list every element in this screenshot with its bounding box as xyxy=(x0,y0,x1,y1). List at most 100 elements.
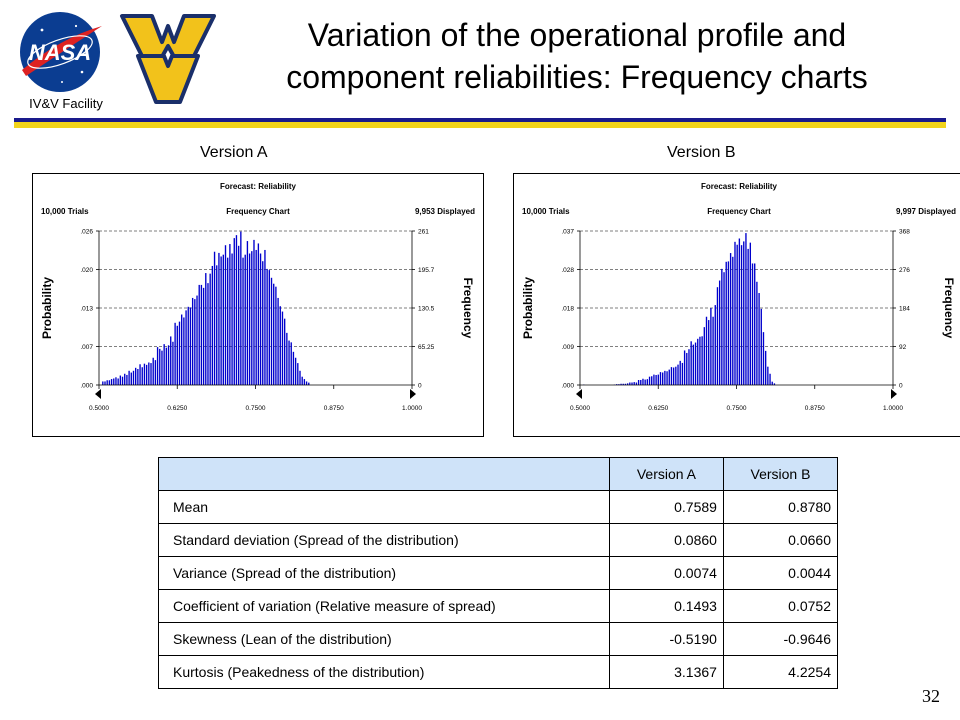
histogram-bar xyxy=(712,316,714,385)
histogram-bar xyxy=(139,364,141,385)
chart-trials-label: 10,000 Trials xyxy=(522,207,570,216)
y-tick-label: .028 xyxy=(561,267,574,274)
histogram-bar xyxy=(299,370,301,385)
y-tick-label: .007 xyxy=(80,344,93,351)
histogram-bar xyxy=(657,374,659,385)
histogram-bar xyxy=(703,327,705,385)
histogram-bar xyxy=(686,352,688,385)
histogram-bar xyxy=(622,383,624,385)
range-marker-right xyxy=(891,389,897,399)
y2-axis-label: Frequency xyxy=(461,278,475,339)
x-tick-label: 0.5000 xyxy=(89,405,109,412)
histogram-bar xyxy=(679,360,681,385)
histogram-bar xyxy=(200,284,203,385)
histogram-bar xyxy=(756,281,758,385)
histogram-bar xyxy=(681,362,684,385)
histogram-bar xyxy=(732,256,734,385)
x-tick-label: 0.7500 xyxy=(727,405,747,412)
row-label: Kurtosis (Peakedness of the distribution… xyxy=(158,655,610,689)
histogram-bar xyxy=(275,286,277,385)
histogram-bar xyxy=(710,308,712,385)
chart-forecast-label: Forecast: Reliability xyxy=(701,182,778,191)
histogram-bar xyxy=(705,316,708,385)
x-tick-label: 0.8750 xyxy=(805,405,825,412)
histogram-bar xyxy=(172,341,174,385)
table-header-version-a: Version A xyxy=(608,457,724,491)
histogram-bar xyxy=(290,342,292,385)
histogram-bar xyxy=(740,245,743,385)
y-axis-label: Probability xyxy=(40,277,54,339)
slide-title: Variation of the operational profile and… xyxy=(232,14,922,98)
histogram-bar xyxy=(237,245,240,385)
histogram-bar xyxy=(692,344,695,385)
histogram-bar xyxy=(209,273,211,385)
histogram-bar xyxy=(134,367,137,385)
histogram-bar xyxy=(270,277,273,385)
histogram-bar xyxy=(640,380,642,385)
histogram-bar xyxy=(620,383,622,385)
chart-version-b: Forecast: Reliability 10,000 Trials Freque… xyxy=(513,173,960,437)
histogram-bar xyxy=(106,380,108,385)
histogram-bar xyxy=(268,270,271,385)
histogram-bar xyxy=(194,299,196,385)
histogram-bar xyxy=(176,325,178,385)
histogram-bar xyxy=(213,251,216,385)
y2-tick-label: 276 xyxy=(899,267,910,274)
wv-logo xyxy=(120,14,216,104)
histogram-bar xyxy=(672,367,675,385)
histogram-bar xyxy=(767,366,769,385)
y-tick-label: .009 xyxy=(561,344,574,351)
histogram-bar xyxy=(222,254,224,385)
histogram-bar xyxy=(156,347,159,385)
table-row: Mean 0.7589 0.8780 xyxy=(158,490,839,524)
histogram-bar xyxy=(273,283,275,385)
histogram-bar xyxy=(185,310,187,385)
histogram-bar xyxy=(294,357,297,385)
histogram-bar xyxy=(618,384,620,385)
histogram-bar xyxy=(626,383,629,385)
histogram-bar xyxy=(743,241,745,385)
histogram-bar xyxy=(229,244,231,385)
histogram-bar xyxy=(721,268,723,385)
histogram-bar xyxy=(664,370,666,385)
histogram-bar xyxy=(235,235,238,385)
row-value-b: 0.0660 xyxy=(722,523,839,557)
histogram-bar xyxy=(264,249,266,385)
histogram-bar xyxy=(773,383,776,385)
histogram-bar xyxy=(244,254,246,385)
histogram-bar xyxy=(233,238,235,385)
x-tick-label: 0.6250 xyxy=(167,405,187,412)
histogram-bar xyxy=(113,378,115,385)
histogram-bar xyxy=(629,382,631,385)
histogram-bar xyxy=(148,362,150,385)
y-tick-label: .000 xyxy=(561,383,574,390)
y-axis-label: Probability xyxy=(521,277,535,339)
y2-tick-label: 261 xyxy=(418,229,429,236)
histogram-bar xyxy=(240,231,242,385)
histogram-bar xyxy=(132,370,135,385)
row-value-a: 0.7589 xyxy=(608,490,724,524)
histogram-bar xyxy=(191,297,194,385)
histogram-bar xyxy=(670,367,673,385)
histogram-bar xyxy=(207,283,209,385)
range-marker-left xyxy=(95,389,101,399)
histogram-bar xyxy=(288,340,290,385)
page-number: 32 xyxy=(922,686,940,706)
histogram-bar xyxy=(699,336,701,385)
histogram-bar xyxy=(301,376,303,385)
histogram-bar xyxy=(165,347,168,385)
histogram-bar xyxy=(124,373,126,385)
histogram-bar xyxy=(211,265,214,385)
y-tick-label: .037 xyxy=(561,229,574,236)
histogram-bar xyxy=(174,322,176,385)
x-tick-label: 1.0000 xyxy=(402,405,422,412)
y2-tick-label: 92 xyxy=(899,344,907,351)
histogram-bar xyxy=(708,320,710,385)
histogram-bar xyxy=(308,382,310,385)
histogram-bar xyxy=(231,253,233,385)
chart-forecast-label: Forecast: Reliability xyxy=(220,182,297,191)
table-header-blank xyxy=(158,457,610,491)
histogram-bar xyxy=(202,287,205,385)
histogram-bar xyxy=(205,273,207,385)
y-tick-label: .018 xyxy=(561,306,574,313)
